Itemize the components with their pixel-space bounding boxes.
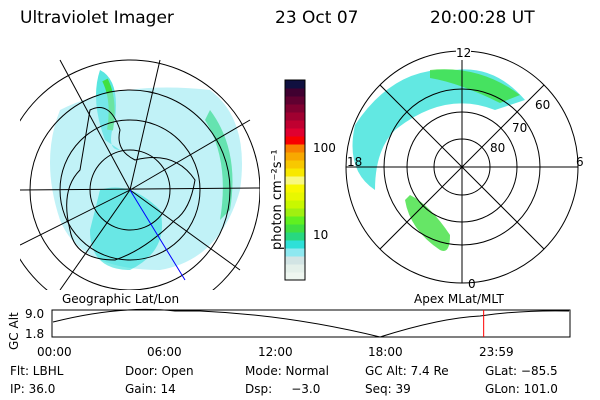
status-field: IP: 36.0 — [10, 382, 56, 396]
status-field: Gain: 14 — [125, 382, 176, 396]
magnetic-label: Apex MLat/MLT — [414, 292, 504, 306]
y-tick: 9.0 — [25, 307, 45, 321]
status-field: Mode: Normal — [245, 364, 329, 378]
colorbar-swatch — [285, 272, 305, 281]
colorbar-swatch — [285, 176, 305, 185]
status-field: GC Alt: 7.4 Re — [365, 364, 449, 378]
status-field: Seq: 39 — [365, 382, 411, 396]
colorbar — [285, 80, 305, 281]
colorbar-swatch — [285, 216, 305, 225]
colorbar-swatch — [285, 144, 305, 153]
mlt-label-12: 12 — [456, 46, 472, 60]
colorbar-swatch — [285, 104, 305, 113]
status-field: GLat: −85.5 — [485, 364, 558, 378]
colorbar-tick: 10 — [313, 228, 329, 242]
colorbar-swatch — [285, 120, 305, 129]
date: 23 Oct 07 — [275, 8, 359, 28]
colorbar-label: photon cm⁻²s⁻¹ — [270, 149, 285, 250]
x-tick: 06:00 — [147, 345, 182, 359]
colorbar-swatch — [285, 224, 305, 233]
colorbar-swatch — [285, 88, 305, 97]
magnetic-map — [345, 50, 579, 284]
mlt-label-18: 18 — [347, 155, 363, 169]
mlt-label-6: 6 — [576, 155, 584, 169]
altitude-axis-label: GC Alt — [7, 312, 21, 350]
colorbar-swatch — [285, 152, 305, 161]
colorbar-swatch — [285, 232, 305, 241]
mlt-label-0: 0 — [468, 277, 476, 291]
x-tick: 00:00 — [37, 345, 72, 359]
colorbar-swatch — [285, 80, 305, 89]
colorbar-tick: 100 — [313, 141, 336, 155]
lat-label-70: 70 — [512, 121, 528, 135]
colorbar-swatch — [285, 208, 305, 217]
colorbar-swatch — [285, 160, 305, 169]
altitude-plot — [51, 308, 571, 338]
colorbar-swatch — [285, 112, 305, 121]
colorbar-swatch — [285, 200, 305, 209]
x-tick: 23:59 — [479, 345, 514, 359]
status-field: Flt: LBHL — [10, 364, 64, 378]
colorbar-swatch — [285, 96, 305, 105]
colorbar-swatch — [285, 184, 305, 193]
colorbar-swatch — [285, 264, 305, 273]
time: 20:00:28 UT — [430, 8, 535, 28]
y-tick: 1.8 — [25, 327, 45, 341]
geographic-map — [20, 59, 260, 290]
status-field: Door: Open — [125, 364, 194, 378]
x-tick: 12:00 — [258, 345, 293, 359]
instrument-title: Ultraviolet Imager — [20, 8, 174, 28]
colorbar-swatch — [285, 192, 305, 201]
colorbar-swatch — [285, 168, 305, 177]
colorbar-swatch — [285, 248, 305, 257]
x-tick: 18:00 — [368, 345, 403, 359]
colorbar-swatch — [285, 128, 305, 137]
geographic-label: Geographic Lat/Lon — [62, 292, 180, 306]
status-field: Dsp: −3.0 — [245, 382, 321, 396]
lat-label-80: 80 — [490, 141, 506, 155]
colorbar-swatch — [285, 136, 305, 145]
colorbar-swatch — [285, 240, 305, 249]
status-field: GLon: 101.0 — [485, 382, 558, 396]
colorbar-swatch — [285, 256, 305, 265]
lat-label-60: 60 — [535, 98, 551, 112]
